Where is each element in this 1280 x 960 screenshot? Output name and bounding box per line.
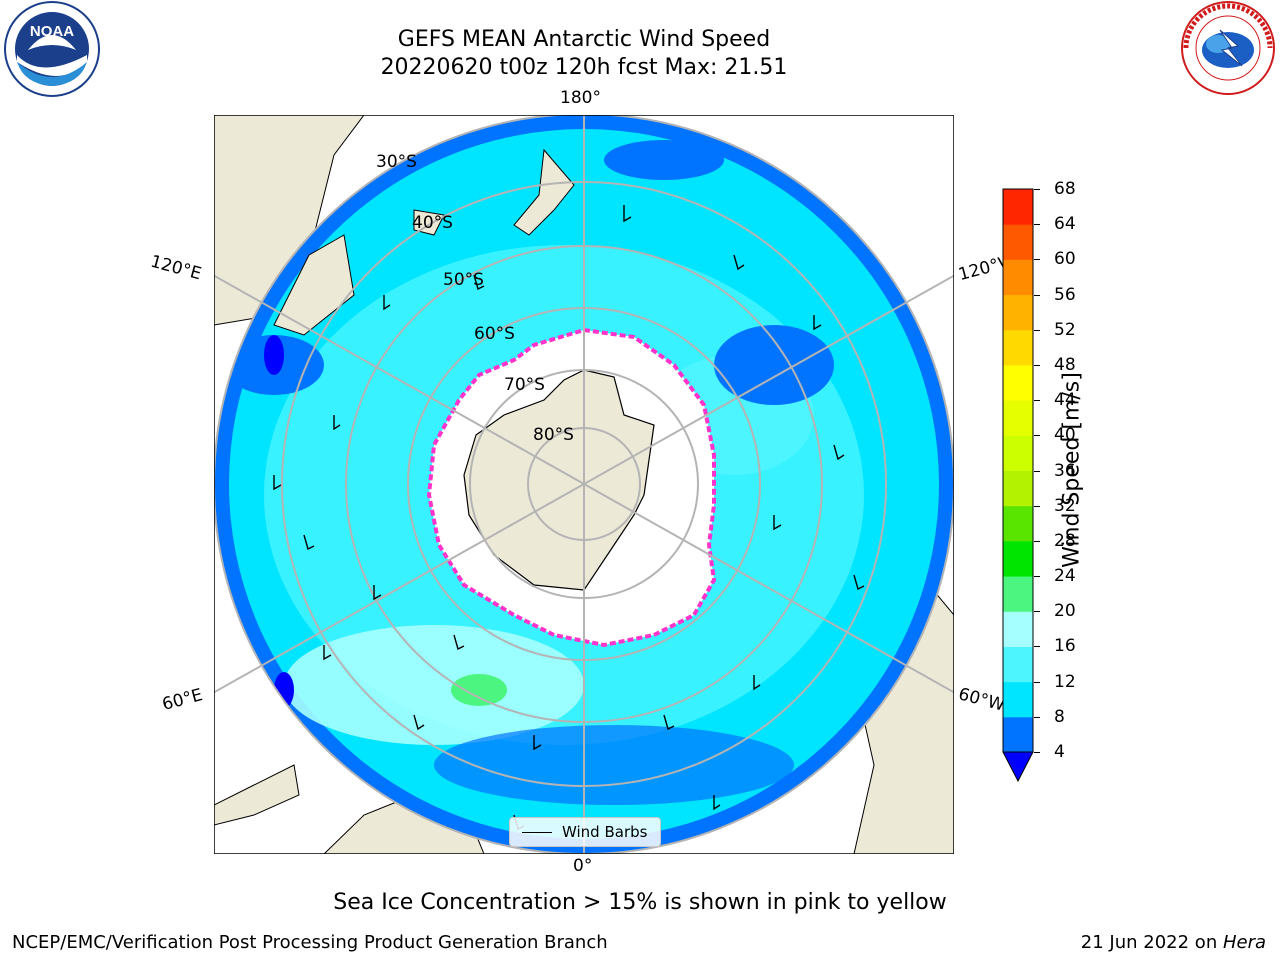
- colorbar-segment: [1003, 294, 1033, 331]
- colorbar-segment: [1003, 470, 1033, 507]
- colorbar-tick: [1034, 259, 1040, 261]
- colorbar-tick-label: 12: [1054, 671, 1076, 692]
- colorbar-tick: [1034, 470, 1040, 472]
- colorbar-tick-label: 28: [1054, 530, 1076, 551]
- colorbar-tick: [1034, 400, 1040, 402]
- colorbar-segment: [1003, 435, 1033, 471]
- lat-label-70s: 70°S: [504, 375, 545, 395]
- colorbar-tick-label: 60: [1054, 249, 1076, 270]
- colorbar-tick-label: 56: [1054, 284, 1076, 305]
- colorbar-tick-label: 4: [1054, 742, 1065, 762]
- lat-label-80s: 80°S: [533, 425, 574, 445]
- sea-ice-caption: Sea Ice Concentration > 15% is shown in …: [333, 890, 947, 915]
- colorbar-segment: [1003, 540, 1033, 577]
- colorbar-tick: [1034, 364, 1040, 366]
- colorbar-tick: [1034, 329, 1040, 331]
- colorbar-tick: [1034, 716, 1040, 718]
- colorbar-tick-label: 24: [1054, 566, 1076, 587]
- colorbar-segment: [1003, 329, 1033, 366]
- colorbar-tick: [1034, 681, 1040, 683]
- colorbar-tick-label: 44: [1054, 390, 1076, 411]
- max-wind-patch: [451, 674, 507, 706]
- colorbar-tick-label: 36: [1054, 460, 1076, 481]
- colorbar-tick-label: 16: [1054, 636, 1076, 657]
- lon-label-120e: 120°E: [148, 251, 204, 285]
- footer-date: 21 Jun 2022 on Hera: [1081, 932, 1266, 953]
- colorbar-tick-label: 64: [1054, 214, 1076, 235]
- colorbar-tick: [1034, 752, 1040, 753]
- map-title: GEFS MEAN Antarctic Wind Speed: [397, 27, 771, 52]
- colorbar-segment: [1003, 611, 1033, 647]
- colorbar-segment: [1003, 716, 1033, 753]
- colorbar-tick-label: 48: [1054, 354, 1076, 375]
- lon-label-bottom: 0°: [573, 856, 593, 876]
- colorbar-segment: [1003, 681, 1033, 718]
- colorbar-tick-label: 8: [1054, 706, 1065, 727]
- lon-label-top: 180°: [560, 88, 601, 108]
- wind-barb-legend-line: [522, 831, 552, 833]
- colorbar-tick: [1034, 224, 1040, 226]
- wind-barbs: [273, 205, 865, 831]
- map-subtitle: 20220620 t00z 120h fcst Max: 21.51: [380, 55, 788, 80]
- colorbar-segment: [1003, 646, 1033, 683]
- polar-map: [214, 115, 954, 854]
- colorbar-label: Wind Speed [m/s]: [1059, 372, 1085, 568]
- lat-label-60s: 60°S: [474, 324, 515, 344]
- colorbar-segment: [1003, 505, 1033, 542]
- colorbar-segment: [1003, 224, 1033, 260]
- noaa-wordmark: NOAA: [30, 23, 74, 40]
- colorbar-tick-label: 40: [1054, 425, 1076, 446]
- colorbar-segment: [1003, 400, 1033, 436]
- colorbar: [1002, 188, 1034, 783]
- colorbar-tick: [1034, 294, 1040, 296]
- colorbar-tick-label: 32: [1054, 495, 1076, 516]
- lat-label-40s: 40°S: [412, 213, 453, 233]
- colorbar-segment: [1003, 189, 1033, 225]
- nws-logo: [1181, 1, 1275, 95]
- graticule: [214, 115, 954, 854]
- colorbar-tick: [1034, 611, 1040, 613]
- lat-label-30s: 30°S: [376, 152, 417, 172]
- footer-date-text: 21 Jun 2022 on: [1080, 932, 1223, 953]
- lon-label-60e: 60°E: [160, 685, 205, 715]
- colorbar-tick: [1034, 576, 1040, 578]
- colorbar-tick: [1034, 646, 1040, 648]
- wind-barb-legend-label: Wind Barbs: [562, 823, 648, 841]
- lat-label-50s: 50°S: [443, 270, 484, 290]
- colorbar-tick: [1034, 189, 1040, 190]
- colorbar-tick: [1034, 540, 1040, 542]
- colorbar-tick-label: 20: [1054, 601, 1076, 622]
- colorbar-segment: [1003, 364, 1033, 401]
- colorbar-segment: [1003, 259, 1033, 296]
- colorbar-tick: [1034, 435, 1040, 437]
- map-legend: Wind Barbs: [509, 817, 661, 847]
- noaa-logo: NOAA: [4, 1, 100, 97]
- colorbar-segment: [1003, 576, 1033, 612]
- footer-host: Hera: [1222, 932, 1266, 953]
- colorbar-tick: [1034, 505, 1040, 507]
- colorbar-tick-label: 68: [1054, 179, 1076, 199]
- footer-branch: NCEP/EMC/Verification Post Processing Pr…: [12, 932, 608, 953]
- colorbar-tick-label: 52: [1054, 319, 1076, 340]
